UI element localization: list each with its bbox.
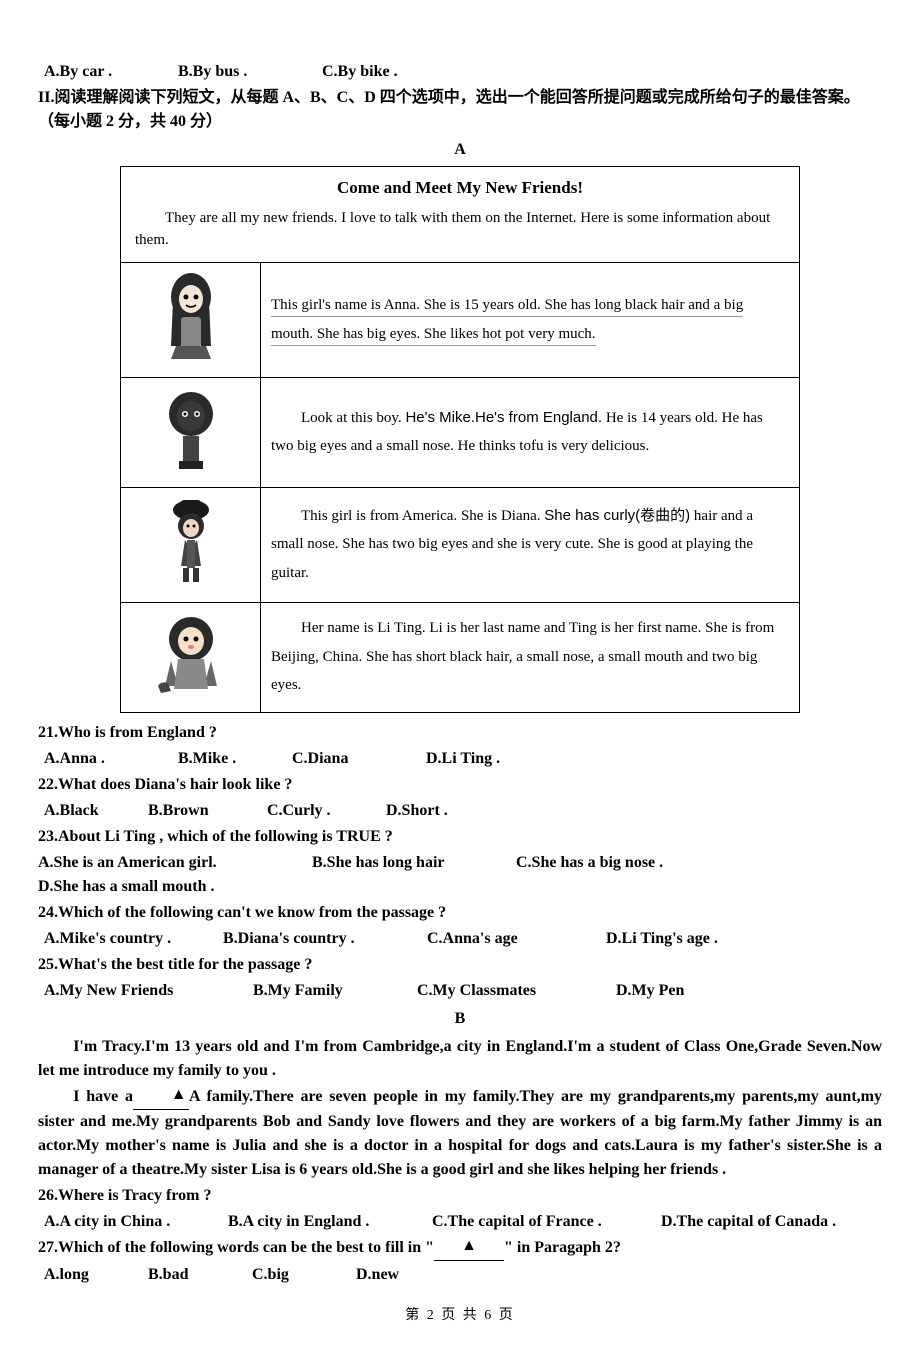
q27-c: C.big: [252, 1263, 352, 1287]
opt-b: B.By bus .: [178, 60, 318, 84]
q22-d: D.Short .: [386, 799, 448, 823]
q25-a: A.My New Friends: [44, 979, 249, 1003]
blank-fill-icon: [133, 1085, 189, 1110]
q25-d: D.My Pen: [616, 979, 684, 1003]
q21-stem: 21.Who is from England ?: [38, 721, 882, 745]
desc-3-pre: This girl is from America. She is Diana.: [301, 508, 544, 524]
desc-text-4: Her name is Li Ting. Li is her last name…: [271, 614, 789, 700]
boy-avatar-icon: [161, 386, 221, 471]
passage-b-p2: I have a A family.There are seven people…: [38, 1085, 882, 1182]
avatar-cell-2: [121, 377, 261, 487]
desc-text-1: This girl's name is Anna. She is 15 year…: [271, 297, 743, 346]
desc-2-mid: He's Mike.He's from England.: [405, 409, 602, 426]
q23-d: D.She has a small mouth .: [38, 875, 214, 899]
blank-fill-icon-2: [434, 1236, 504, 1261]
passage-a-header-cell: Come and Meet My New Friends! They are a…: [121, 167, 800, 263]
q27-stem-post: " in Paragaph 2?: [504, 1239, 621, 1256]
q22-a: A.Black: [44, 799, 144, 823]
q23-options: A.She is an American girl. B.She has lon…: [38, 851, 882, 899]
q27-stem-pre: 27.Which of the following words can be t…: [38, 1239, 434, 1256]
q23-b: B.She has long hair: [312, 851, 512, 875]
passage-a-row-1: This girl's name is Anna. She is 15 year…: [121, 262, 800, 377]
q26-stem: 26.Where is Tracy from ?: [38, 1184, 882, 1208]
q26-b: B.A city in England .: [228, 1210, 428, 1234]
q25-b: B.My Family: [253, 979, 413, 1003]
passage-a-row-3: This girl is from America. She is Diana.…: [121, 487, 800, 602]
q26-c: C.The capital of France .: [432, 1210, 657, 1234]
passage-b: I'm Tracy.I'm 13 years old and I'm from …: [38, 1035, 882, 1182]
passage-a-title: Come and Meet My New Friends!: [131, 175, 789, 201]
q26-options: A.A city in China . B.A city in England …: [38, 1210, 882, 1234]
passage-a-label: A: [38, 138, 882, 162]
desc-cell-1: This girl's name is Anna. She is 15 year…: [261, 262, 800, 377]
desc-text-3: This girl is from America. She is Diana.…: [271, 502, 789, 588]
q22-c: C.Curly .: [267, 799, 382, 823]
q22-b: B.Brown: [148, 799, 263, 823]
q21-c: C.Diana: [292, 747, 422, 771]
q24-d: D.Li Ting's age .: [606, 927, 718, 951]
q26-d: D.The capital of Canada .: [661, 1210, 836, 1234]
passage-a-table: Come and Meet My New Friends! They are a…: [120, 166, 800, 713]
passage-a-intro: They are all my new friends. I love to t…: [131, 205, 789, 254]
q21-d: D.Li Ting .: [426, 747, 500, 771]
girl-hat-avatar-icon: [163, 496, 218, 586]
top-options-row: A.By car . B.By bus . C.By bike .: [38, 60, 882, 84]
q27-stem: 27.Which of the following words can be t…: [38, 1236, 882, 1261]
avatar-cell-1: [121, 262, 261, 377]
opt-a: A.By car .: [44, 60, 174, 84]
desc-2-pre: Look at this boy.: [301, 410, 402, 426]
desc-cell-2: Look at this boy. He's Mike.He's from En…: [261, 377, 800, 487]
girl-avatar-icon: [161, 271, 221, 361]
passage-b-p2-pre: I have a: [73, 1088, 133, 1105]
q24-options: A.Mike's country . B.Diana's country . C…: [38, 927, 882, 951]
q24-a: A.Mike's country .: [44, 927, 219, 951]
page-footer: 第 2 页 共 6 页: [38, 1305, 882, 1326]
opt-c: C.By bike .: [322, 60, 398, 84]
q21-a: A.Anna .: [44, 747, 174, 771]
q27-b: B.bad: [148, 1263, 248, 1287]
q27-options: A.long B.bad C.big D.new: [38, 1263, 882, 1287]
q25-stem: 25.What's the best title for the passage…: [38, 953, 882, 977]
q21-b: B.Mike .: [178, 747, 288, 771]
q27-a: A.long: [44, 1263, 144, 1287]
passage-a-row-4: Her name is Li Ting. Li is her last name…: [121, 602, 800, 712]
q23-c: C.She has a big nose .: [516, 851, 711, 875]
passage-b-p1: I'm Tracy.I'm 13 years old and I'm from …: [38, 1035, 882, 1083]
avatar-cell-3: [121, 487, 261, 602]
q26-a: A.A city in China .: [44, 1210, 224, 1234]
desc-cell-4: Her name is Li Ting. Li is her last name…: [261, 602, 800, 712]
q23-a: A.She is an American girl.: [38, 851, 308, 875]
q22-options: A.Black B.Brown C.Curly . D.Short .: [38, 799, 882, 823]
q27-d: D.new: [356, 1263, 399, 1287]
passage-a-row-2: Look at this boy. He's Mike.He's from En…: [121, 377, 800, 487]
desc-3-mid: She has curly(卷曲的): [544, 507, 690, 524]
desc-cell-3: This girl is from America. She is Diana.…: [261, 487, 800, 602]
desc-text-2: Look at this boy. He's Mike.He's from En…: [271, 404, 789, 461]
q24-c: C.Anna's age: [427, 927, 602, 951]
avatar-cell-4: [121, 602, 261, 712]
section2-intro: II.阅读理解阅读下列短文，从每题 A、B、C、D 四个选项中，选出一个能回答所…: [38, 86, 882, 134]
q23-stem: 23.About Li Ting , which of the followin…: [38, 825, 882, 849]
passage-a-intro-text: They are all my new friends. I love to t…: [135, 210, 770, 249]
q25-c: C.My Classmates: [417, 979, 612, 1003]
q25-options: A.My New Friends B.My Family C.My Classm…: [38, 979, 882, 1003]
passage-b-label: B: [38, 1007, 882, 1031]
q21-options: A.Anna . B.Mike . C.Diana D.Li Ting .: [38, 747, 882, 771]
q24-b: B.Diana's country .: [223, 927, 423, 951]
girl-short-hair-avatar-icon: [153, 611, 228, 696]
q22-stem: 22.What does Diana's hair look like ?: [38, 773, 882, 797]
q24-stem: 24.Which of the following can't we know …: [38, 901, 882, 925]
